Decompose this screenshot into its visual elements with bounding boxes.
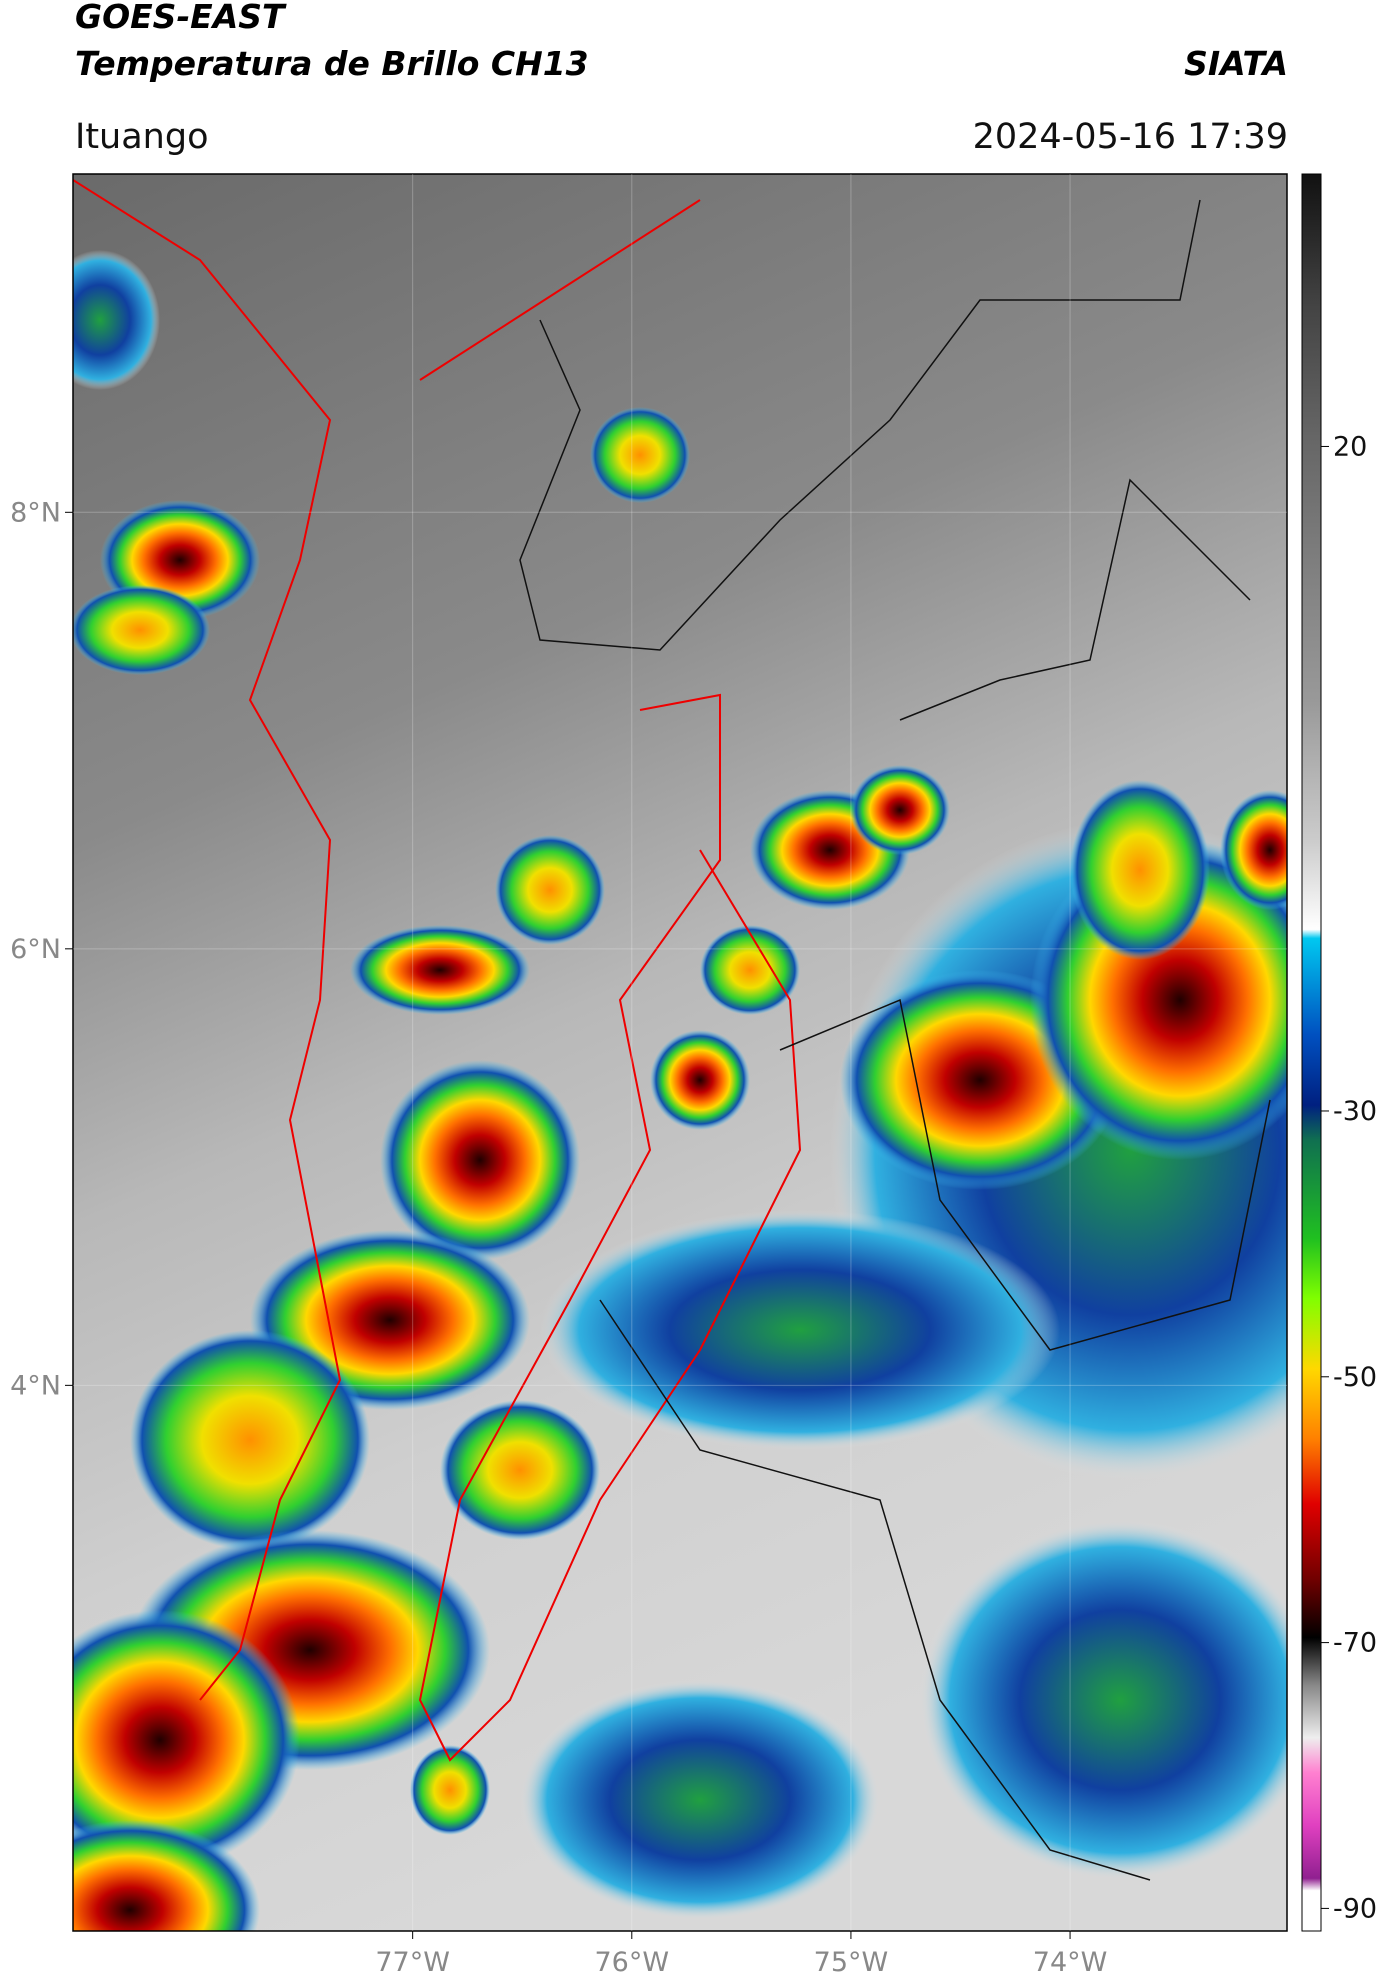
x-tick-label: 77°W xyxy=(375,1947,450,1978)
y-tick-label: 8°N xyxy=(10,497,61,528)
y-tick-label: 4°N xyxy=(10,1370,61,1401)
y-tick-label: 6°N xyxy=(10,934,61,965)
x-tick-label: 75°W xyxy=(814,1947,889,1978)
x-tick-label: 76°W xyxy=(595,1947,670,1978)
location: Ituango xyxy=(75,117,209,157)
colorbar-tick-label: -90 xyxy=(1333,1893,1377,1924)
map-frame xyxy=(72,173,1288,1932)
datetime: 2024-05-16 17:39 xyxy=(973,117,1288,157)
colorbar xyxy=(1301,173,1322,1932)
colorbar-tick-label: -30 xyxy=(1333,1096,1377,1127)
colorbar-tick-label: -70 xyxy=(1333,1628,1377,1659)
satellite-image xyxy=(73,174,1287,1931)
colorbar-tick-label: -50 xyxy=(1333,1362,1377,1393)
colorbar-tick-label: 20 xyxy=(1333,431,1367,462)
agency: SIATA xyxy=(1184,44,1288,83)
product: Temperatura de Brillo CH13 xyxy=(75,44,589,83)
x-tick-label: 74°W xyxy=(1033,1947,1108,1978)
satellite: GOES-EAST xyxy=(75,0,287,36)
